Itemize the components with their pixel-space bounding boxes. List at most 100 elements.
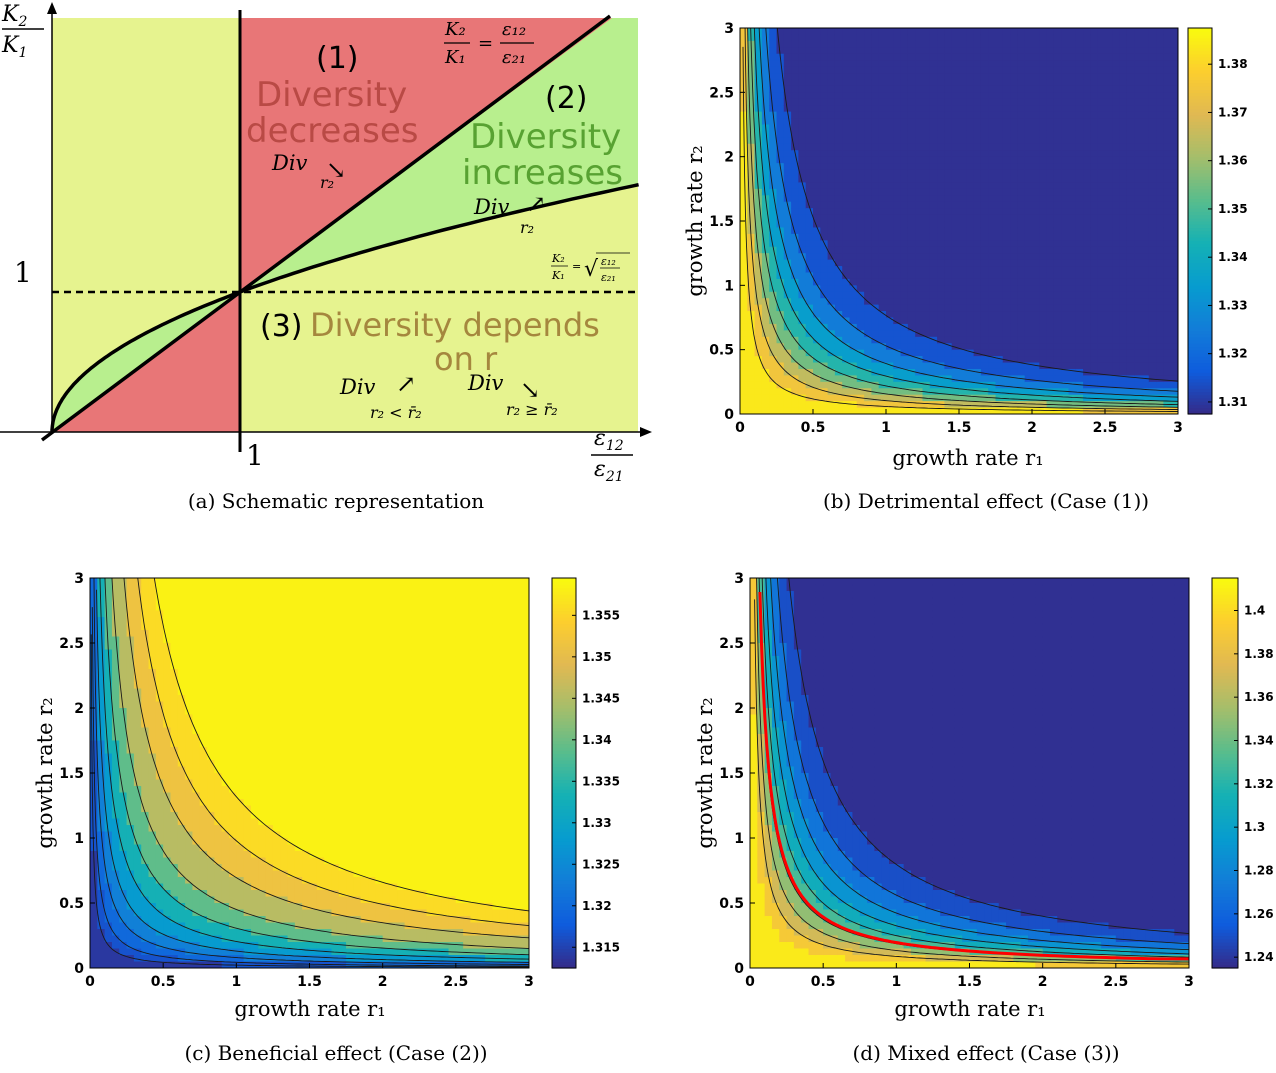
- contour-cell: [90, 623, 98, 631]
- contour-cell: [878, 47, 887, 55]
- contour-cell: [163, 636, 172, 644]
- contour-cell: [1141, 298, 1150, 306]
- contour-cell: [769, 356, 778, 364]
- contour-cell: [170, 721, 179, 729]
- contour-cell: [1083, 227, 1091, 235]
- contour-cell: [973, 259, 982, 267]
- contour-cell: [1046, 60, 1055, 68]
- contour-cell: [820, 40, 829, 48]
- contour-cell: [1010, 143, 1018, 151]
- contour-cell: [1097, 143, 1106, 151]
- contour-cell: [97, 844, 106, 852]
- contour-cell: [148, 838, 157, 846]
- contour-cell: [199, 773, 208, 781]
- contour-cell: [907, 323, 916, 331]
- contour-cell: [878, 278, 887, 286]
- contour-cell: [97, 656, 106, 664]
- contour-cell: [1017, 111, 1026, 119]
- colorbar-step: [1188, 282, 1212, 286]
- contour-cell: [944, 188, 953, 196]
- contour-cell: [185, 851, 194, 859]
- contour-cell: [170, 844, 179, 852]
- contour-cell: [886, 195, 894, 203]
- contour-cell: [141, 617, 150, 625]
- contour-cell: [1105, 362, 1113, 370]
- region-1-number: (1): [316, 41, 359, 76]
- contour-cell: [104, 805, 113, 813]
- contour-cell: [221, 818, 230, 826]
- contour-cell: [798, 227, 807, 235]
- contour-cell: [214, 929, 223, 937]
- contour-cell: [1148, 137, 1157, 145]
- contour-cell: [192, 708, 201, 716]
- contour-cell: [791, 246, 799, 254]
- contour-cell: [1156, 163, 1164, 171]
- contour-cell: [966, 143, 975, 151]
- contour-cell: [104, 955, 113, 963]
- contour-cell: [827, 53, 836, 61]
- contour-cell: [1083, 79, 1091, 87]
- contour-cell: [1068, 298, 1077, 306]
- contour-cell: [1097, 214, 1106, 222]
- contour-cell: [944, 388, 953, 396]
- contour-cell: [769, 195, 778, 203]
- contour-cell: [163, 805, 172, 813]
- contour-cell: [1126, 266, 1135, 274]
- contour-cell: [740, 336, 748, 344]
- contour-cell: [842, 253, 851, 261]
- contour-cell: [1010, 124, 1018, 132]
- contour-cell: [229, 643, 237, 651]
- contour-cell: [163, 786, 172, 794]
- contour-cell: [1090, 246, 1099, 254]
- contour-cell: [805, 291, 814, 299]
- contour-cell: [1083, 336, 1091, 344]
- contour-cell: [856, 188, 865, 196]
- contour-cell: [856, 47, 865, 55]
- contour-cell: [1141, 111, 1150, 119]
- contour-cell: [1163, 118, 1172, 126]
- contour-cell: [192, 805, 201, 813]
- contour-cell: [1156, 233, 1164, 241]
- contour-cell: [856, 163, 865, 171]
- contour-cell: [820, 98, 829, 106]
- contour-cell: [798, 137, 807, 145]
- contour-cell: [1010, 105, 1018, 113]
- contour-cell: [1068, 278, 1077, 286]
- colorbar-step: [1188, 359, 1212, 364]
- contour-cell: [922, 188, 931, 196]
- contour-cell: [119, 916, 128, 924]
- contour-cell: [1097, 208, 1106, 216]
- contour-cell: [111, 714, 120, 722]
- contour-cell: [185, 942, 194, 950]
- colorbar-step: [1188, 34, 1212, 39]
- contour-cell: [1090, 150, 1099, 158]
- contour-cell: [871, 85, 880, 93]
- contour-cell: [754, 66, 763, 74]
- contour-cell: [886, 240, 894, 248]
- contour-cell: [995, 214, 1004, 222]
- contour-cell: [864, 137, 872, 145]
- contour-cell: [1126, 291, 1135, 299]
- contour-cell: [1090, 28, 1099, 36]
- contour-cell: [185, 935, 194, 943]
- contour-cell: [944, 240, 953, 248]
- contour-cell: [1024, 285, 1033, 293]
- contour-cell: [185, 708, 194, 716]
- contour-cell: [185, 955, 194, 963]
- contour-cell: [922, 259, 931, 267]
- contour-cell: [1046, 47, 1055, 55]
- contour-cell: [915, 227, 924, 235]
- contour-cell: [133, 747, 142, 755]
- contour-cell: [827, 79, 836, 87]
- contour-cell: [1068, 311, 1077, 319]
- contour-cell: [893, 188, 902, 196]
- contour-cell: [1053, 330, 1062, 338]
- contour-cell: [842, 175, 851, 183]
- contour-cell: [1134, 182, 1143, 190]
- contour-cell: [177, 708, 186, 716]
- contour-cell: [199, 617, 208, 625]
- contour-cell: [1083, 105, 1091, 113]
- contour-cell: [886, 323, 894, 331]
- contour-cell: [192, 682, 201, 690]
- contour-cell: [97, 662, 106, 670]
